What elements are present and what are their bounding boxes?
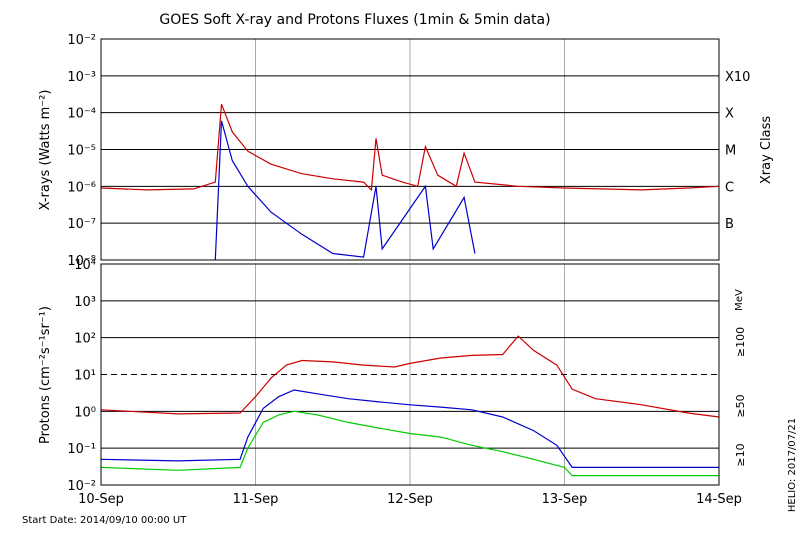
xray-class-label: C [725, 180, 734, 195]
xray-right-axis-label: Xray Class [759, 116, 774, 184]
x-tick-label: 13-Sep [542, 492, 588, 507]
chart-title: GOES Soft X-ray and Protons Fluxes (1min… [159, 12, 550, 28]
xray-y-tick-label: 10⁻⁸ [67, 254, 96, 269]
xray-y-tick-label: 10⁻³ [67, 70, 96, 85]
proton-grid [101, 264, 719, 485]
proton-y-axis-label: Protons (cm⁻²s⁻¹sr⁻¹) [38, 306, 53, 444]
xray-y-axis-label: X-rays (Watts m⁻²) [38, 90, 53, 211]
xray-series-group [100, 103, 720, 261]
proton-legend-label: ≥100 [734, 327, 747, 357]
xray-class-label: B [725, 217, 734, 232]
proton-series-group [100, 335, 720, 477]
xray-grid [101, 39, 719, 260]
x-tick-label: 11-Sep [233, 492, 279, 507]
start-date: Start Date: 2014/09/10 00:00 UT [22, 515, 187, 526]
proton-legend: ≥100 ≥50 ≥10 [734, 327, 747, 467]
xray-y-ticks: 10⁻⁸ 10⁻⁷ 10⁻⁶ 10⁻⁵ 10⁻⁴ 10⁻³ 10⁻² [67, 33, 96, 269]
proton-y-tick-label: 10⁰ [74, 405, 96, 420]
proton-series-line-2 [100, 410, 719, 477]
xray-y-tick-label: 10⁻⁵ [67, 144, 96, 159]
proton-y-tick-label: 10³ [74, 295, 96, 310]
proton-series-line-1 [100, 389, 719, 468]
xray-series-line-0 [100, 103, 720, 192]
proton-y-ticks: 10⁻² 10⁻¹ 10⁰ 10¹ 10² 10³ 10⁴ [67, 258, 96, 494]
x-tick-label: 14-Sep [696, 492, 742, 507]
x-tick-labels: 10-Sep 11-Sep 12-Sep 13-Sep 14-Sep [78, 492, 742, 507]
xray-class-labels: B C M X X10 [725, 70, 750, 232]
proton-y-tick-label: 10⁻¹ [67, 442, 96, 457]
proton-series-line-0 [100, 335, 720, 418]
xray-plot-frame [100, 38, 720, 261]
proton-legend-label: ≥50 [734, 394, 747, 417]
proton-y-tick-label: 10¹ [74, 369, 96, 384]
proton-y-tick-label: 10⁴ [74, 258, 96, 273]
xray-y-tick-label: 10⁻² [67, 33, 96, 48]
proton-y-tick-label: 10⁻² [67, 479, 96, 494]
proton-plot-frame [100, 263, 720, 486]
xray-y-tick-label: 10⁻⁴ [67, 107, 96, 122]
proton-energy-unit: MeV [734, 289, 745, 311]
xray-y-tick-label: 10⁻⁶ [67, 180, 96, 195]
xray-class-label: X10 [725, 70, 750, 85]
xray-class-label: X [725, 107, 734, 122]
xray-series-line-1 [214, 120, 476, 261]
proton-y-tick-label: 10² [74, 332, 96, 347]
x-tick-label: 10-Sep [78, 492, 124, 507]
xray-y-tick-label: 10⁻⁷ [67, 217, 96, 232]
xray-class-label: M [725, 144, 736, 159]
credit-label: HELIO: 2017/07/21 [787, 418, 798, 512]
proton-legend-label: ≥10 [734, 443, 747, 466]
x-tick-label: 12-Sep [387, 492, 433, 507]
